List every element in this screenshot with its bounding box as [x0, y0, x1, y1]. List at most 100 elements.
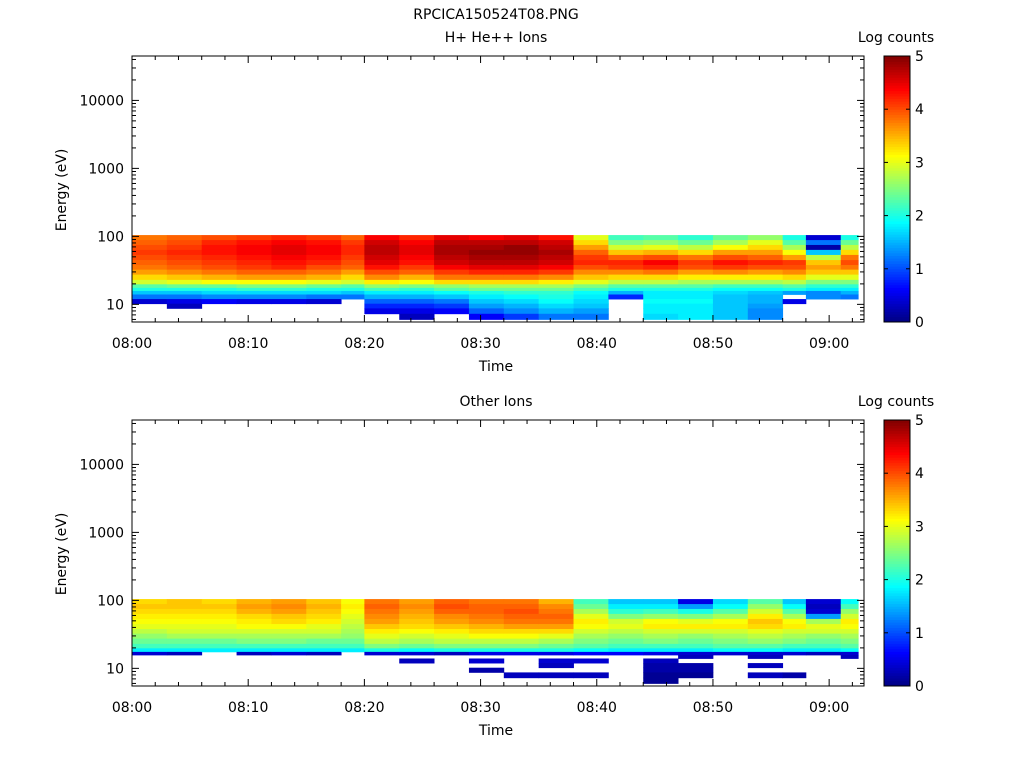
colorbar-step [884, 523, 910, 527]
heatmap-cell [306, 613, 342, 620]
heatmap-cell [434, 613, 470, 620]
heatmap-cell [166, 618, 203, 625]
heatmap-cell [608, 274, 644, 281]
colorbar-step [884, 103, 910, 108]
colorbar-step [884, 608, 910, 613]
heatmap-cell [468, 254, 505, 261]
heatmap-cell [712, 284, 749, 289]
heatmap-cell [468, 308, 505, 315]
heatmap-cell [468, 287, 505, 292]
heatmap-cell [538, 629, 574, 635]
heatmap-cell [573, 651, 609, 656]
heatmap-cell [643, 633, 679, 640]
heatmap-cell [805, 269, 842, 276]
heatmap-cell [805, 608, 842, 615]
heatmap-cell [341, 613, 365, 620]
heatmap-cell [341, 629, 365, 635]
heatmap-cell [271, 648, 307, 653]
heatmap-cell [538, 613, 574, 620]
colorbar-step [884, 635, 910, 639]
heatmap-cell [364, 260, 400, 266]
heatmap-cell [201, 269, 237, 276]
heatmap-cell [201, 254, 237, 261]
heatmap-cell [468, 608, 505, 615]
heatmap-cell [782, 643, 807, 649]
colorbar-step [884, 574, 910, 578]
heatmap-cell [236, 604, 272, 610]
heatmap-cell [503, 260, 540, 266]
heatmap-cell [805, 260, 842, 266]
heatmap-cell [608, 608, 644, 615]
colorbar-step [884, 276, 910, 280]
heatmap-cell [434, 284, 470, 289]
heatmap-cell [399, 294, 435, 300]
colorbar-step [884, 614, 910, 618]
heatmap-cell [573, 240, 609, 246]
heatmap-cell [573, 299, 609, 305]
colorbar-step [884, 590, 910, 594]
heatmap-cell [468, 313, 505, 320]
colorbar-frame [883, 419, 911, 687]
heatmap-cell [306, 287, 342, 292]
heatmap-cell [840, 249, 859, 256]
heatmap-cell [538, 608, 574, 615]
heatmap-cell [364, 294, 400, 300]
heatmap-cell [805, 244, 842, 251]
heatmap-cell [132, 269, 168, 276]
colorbar-step [884, 648, 910, 652]
colorbar-step [884, 571, 910, 575]
heatmap-cell [782, 279, 807, 285]
heatmap-cell [434, 633, 470, 640]
y-tick-label: 100 [97, 229, 124, 245]
colorbar-tick-label: 4 [915, 466, 924, 482]
heatmap-cell [364, 604, 400, 610]
heatmap-cell [503, 235, 540, 241]
heatmap-cell [236, 287, 272, 292]
heatmap-cell [503, 624, 540, 630]
heatmap-cell [712, 260, 749, 266]
heatmap-cell [236, 618, 272, 625]
heatmap-cell [608, 638, 644, 645]
colorbar-step [884, 266, 910, 270]
colorbar-tick-label: 5 [915, 49, 924, 65]
heatmap-cell [805, 604, 842, 610]
heatmap-cell [608, 613, 644, 620]
heatmap-cell [306, 299, 342, 305]
x-tick-label: 08:20 [344, 336, 384, 352]
heatmap-cell [573, 290, 609, 295]
heatmap-cell [712, 269, 749, 276]
colorbar-step [884, 111, 910, 116]
heatmap-cell [805, 613, 842, 620]
colorbar-step [884, 239, 910, 243]
colorbar-step [884, 135, 910, 139]
heatmap-cell [236, 269, 272, 276]
colorbar-step [884, 670, 910, 674]
heatmap-cell [840, 254, 859, 261]
colorbar-tick-label: 2 [915, 573, 924, 589]
heatmap-cell [434, 249, 470, 256]
colorbar-step [884, 582, 910, 586]
x-tick-label: 08:50 [693, 700, 733, 716]
heatmap-cell [643, 599, 679, 605]
heatmap-cell [399, 629, 435, 635]
colorbar-step [884, 560, 910, 565]
heatmap-cell [236, 643, 272, 649]
heatmap-cell [712, 629, 749, 635]
colorbar-step [884, 151, 910, 155]
heatmap-cell [434, 618, 470, 625]
heatmap-cell [840, 604, 859, 610]
colorbar-step [884, 311, 910, 315]
heatmap-cell [643, 287, 679, 292]
heatmap-cell [399, 244, 435, 251]
heatmap-cell [678, 313, 714, 320]
colorbar-step [884, 598, 910, 602]
heatmap-cell [643, 290, 679, 295]
heatmap-cell [608, 643, 644, 649]
heatmap-cell [840, 287, 859, 292]
colorbar-step [884, 550, 910, 554]
heatmap-cell [840, 638, 859, 645]
heatmap-cell [166, 260, 203, 266]
heatmap-cell [341, 294, 365, 300]
heatmap-cell [236, 648, 272, 653]
